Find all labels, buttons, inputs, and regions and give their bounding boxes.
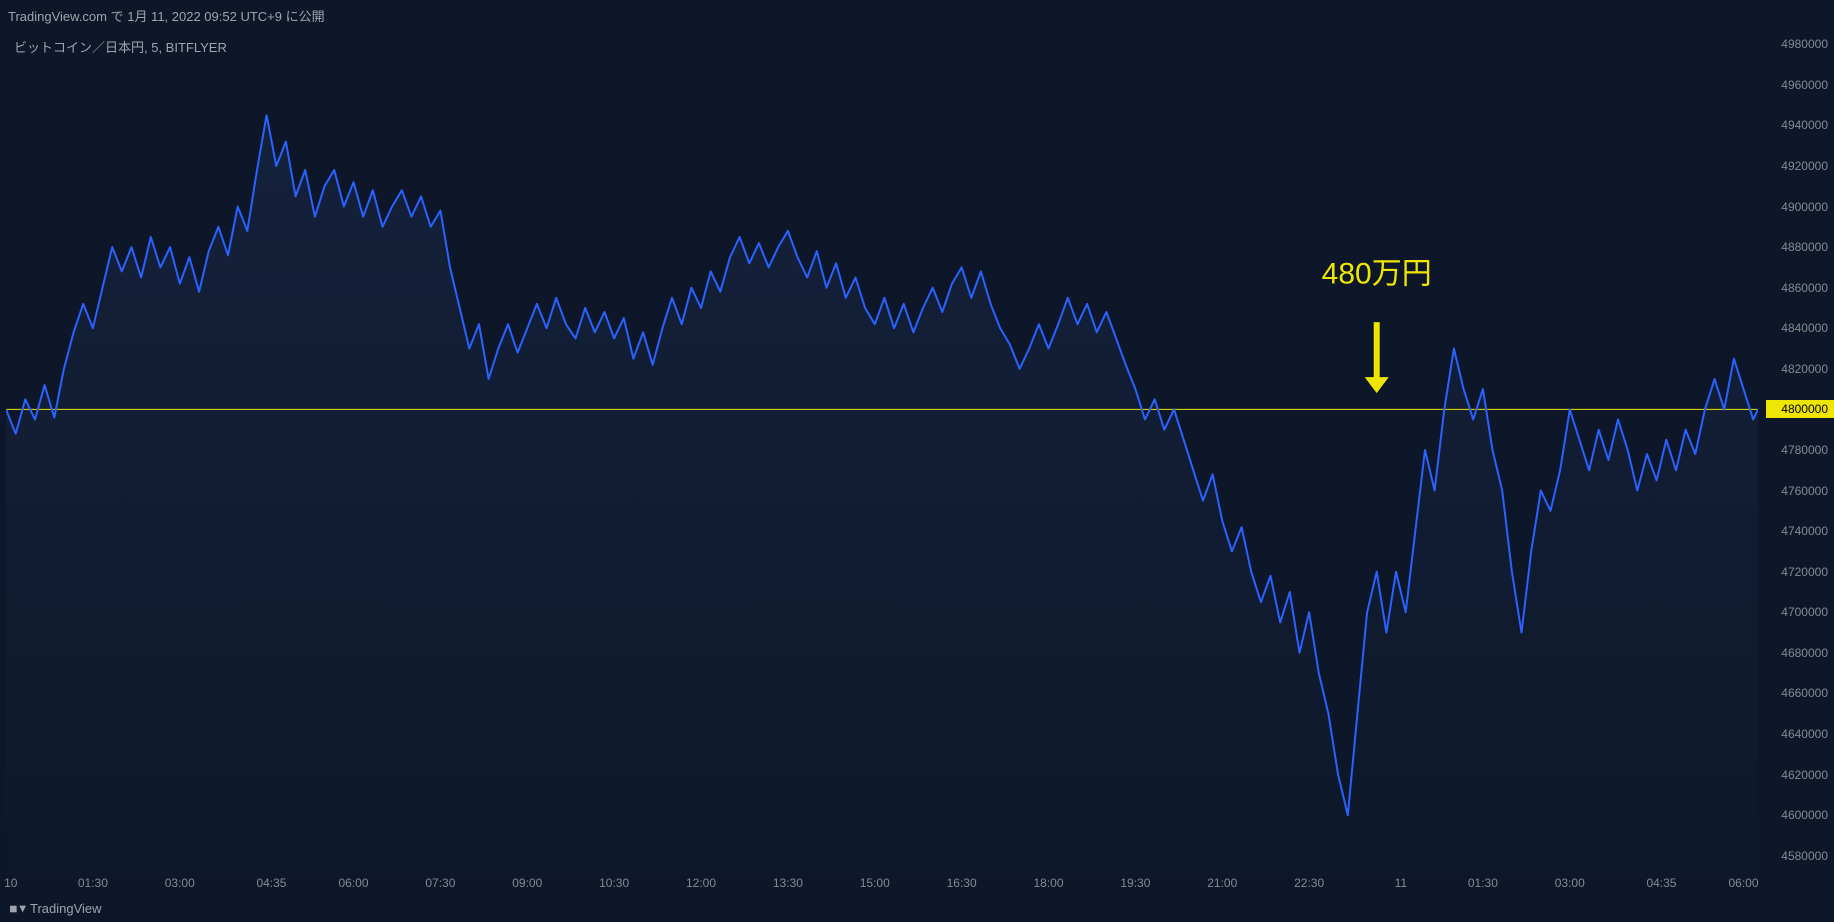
chart-container: TradingView.com で 1月 11, 2022 09:52 UTC+… — [0, 0, 1834, 922]
chart-plot-area[interactable]: 480万円 — [6, 28, 1758, 876]
y-tick-label: 4980000 — [1781, 37, 1828, 51]
x-tick-label: 19:30 — [1120, 876, 1150, 890]
y-tick-label: 4740000 — [1781, 524, 1828, 538]
x-tick-label: 11 — [1395, 876, 1407, 890]
x-tick-label: 01:30 — [78, 876, 108, 890]
x-tick-label: 06:00 — [1729, 876, 1759, 890]
area-fill — [6, 115, 1758, 876]
y-tick-label: 4640000 — [1781, 727, 1828, 741]
x-tick-label: 21:00 — [1207, 876, 1237, 890]
y-tick-label: 4960000 — [1781, 78, 1828, 92]
x-tick-label: 06:00 — [338, 876, 368, 890]
x-tick-label: 10 — [4, 876, 17, 890]
y-tick-label: 4920000 — [1781, 159, 1828, 173]
y-tick-label: 4600000 — [1781, 808, 1828, 822]
x-tick-label: 03:00 — [1555, 876, 1585, 890]
annotation-arrow — [1365, 322, 1389, 393]
x-tick-label: 22:30 — [1294, 876, 1324, 890]
x-tick-label: 13:30 — [773, 876, 803, 890]
x-tick-label: 16:30 — [947, 876, 977, 890]
y-axis: 4980000 4960000 4940000 4920000 4900000 48800… — [1762, 28, 1834, 876]
x-tick-label: 10:30 — [599, 876, 629, 890]
x-tick-label: 04:35 — [1646, 876, 1676, 890]
x-tick-label: 12:00 — [686, 876, 716, 890]
y-tick-label: 4680000 — [1781, 646, 1828, 660]
brand-logo[interactable]: TradingView — [10, 901, 102, 916]
y-tick-label: 4700000 — [1781, 605, 1828, 619]
y-tick-label: 4780000 — [1781, 443, 1828, 457]
x-axis: 10 01:30 03:00 04:35 06:00 07:30 09:00 10:30 12:… — [6, 874, 1758, 894]
x-tick-label: 01:30 — [1468, 876, 1498, 890]
price-chart: 480万円 — [6, 28, 1758, 876]
x-tick-label: 09:00 — [512, 876, 542, 890]
y-tick-label: 4880000 — [1781, 240, 1828, 254]
y-tick-label: 4580000 — [1781, 849, 1828, 863]
annotation-label: 480万円 — [1322, 258, 1432, 291]
y-tick-label: 4860000 — [1781, 281, 1828, 295]
x-tick-label: 04:35 — [256, 876, 286, 890]
y-tick-highlight: 4800000 — [1766, 400, 1834, 418]
brand-label: TradingView — [30, 901, 102, 916]
y-tick-label: 4660000 — [1781, 686, 1828, 700]
publish-info: TradingView.com で 1月 11, 2022 09:52 UTC+… — [8, 6, 325, 25]
y-tick-label: 4900000 — [1781, 200, 1828, 214]
x-tick-label: 15:00 — [860, 876, 890, 890]
y-tick-label: 4820000 — [1781, 362, 1828, 376]
x-tick-label: 07:30 — [425, 876, 455, 890]
y-tick-label: 4620000 — [1781, 768, 1828, 782]
y-tick-label: 4720000 — [1781, 565, 1828, 579]
x-tick-label: 03:00 — [165, 876, 195, 890]
y-tick-label: 4840000 — [1781, 321, 1828, 335]
y-tick-label: 4940000 — [1781, 118, 1828, 132]
x-tick-label: 18:00 — [1033, 876, 1063, 890]
y-tick-label: 4760000 — [1781, 484, 1828, 498]
tradingview-icon — [10, 903, 26, 915]
